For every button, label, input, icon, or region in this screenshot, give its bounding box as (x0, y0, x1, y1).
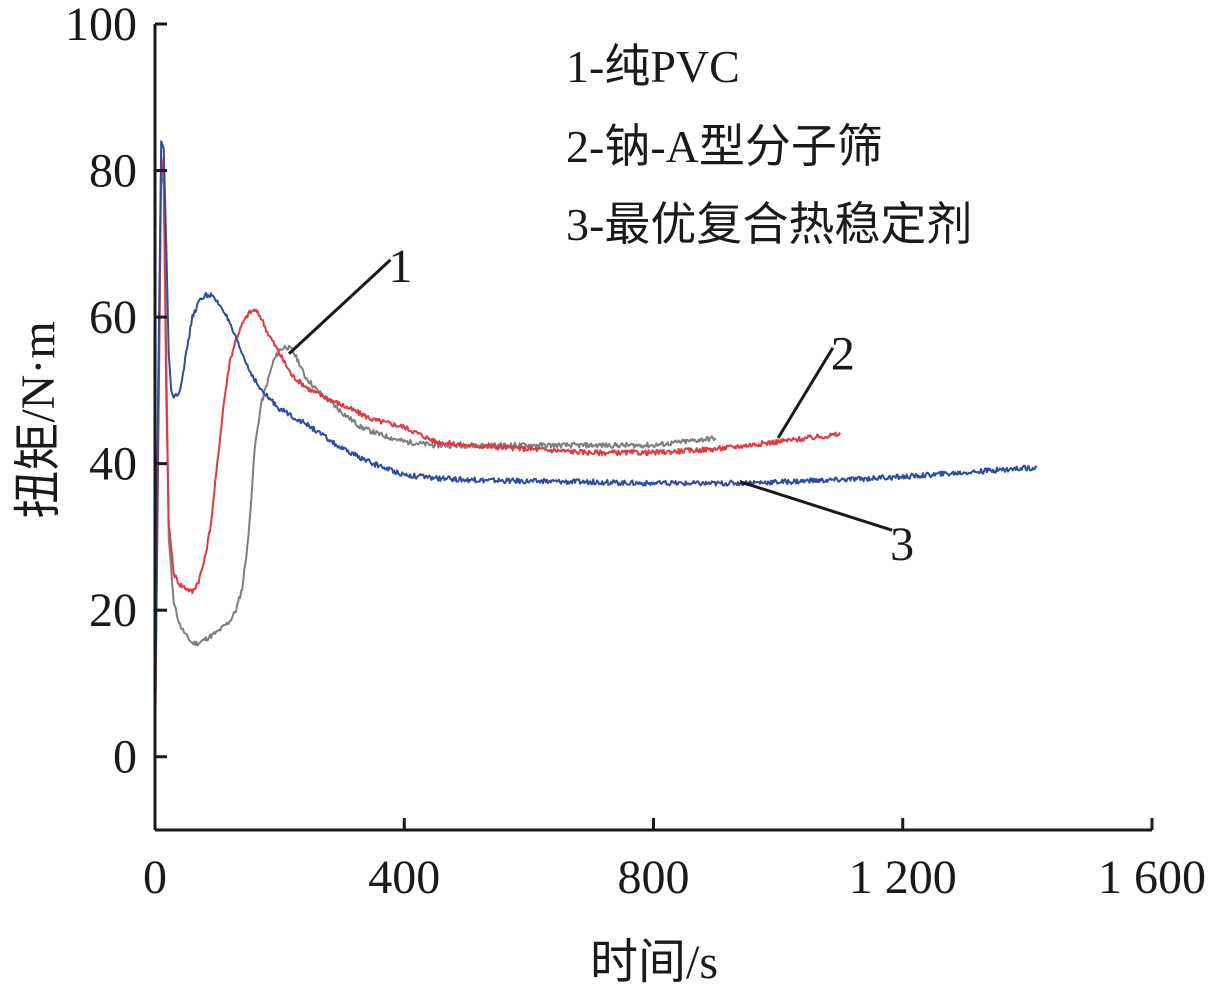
y-tick-label: 0 (113, 731, 137, 784)
annotation-layer: 1 2 3 (287, 240, 914, 571)
series-line-3 (154, 140, 1038, 757)
series-layer (154, 140, 1038, 757)
legend-entry-1: 1-纯PVC (566, 41, 740, 92)
series-line-1 (154, 169, 717, 757)
y-tick-label: 80 (89, 145, 137, 198)
x-tick-label: 800 (618, 851, 690, 904)
y-tick-label: 60 (89, 291, 137, 344)
x-axis-title: 时间/s (590, 936, 718, 988)
annotation-label-1: 1 (388, 240, 412, 293)
annotation-leader-2 (776, 346, 835, 439)
annotation-leader-1 (287, 258, 392, 355)
y-tick-label: 20 (89, 584, 137, 637)
series-line-2 (154, 154, 842, 757)
y-tick-label: 40 (89, 438, 137, 491)
annotation-label-2: 2 (831, 328, 855, 381)
legend: 1-纯PVC 2-钠-A型分子筛 3-最优复合热稳定剂 (566, 41, 972, 250)
x-tick-label: 1 200 (849, 851, 957, 904)
annotation-leader-3 (740, 480, 893, 532)
y-tick-label: 100 (65, 0, 137, 51)
y-axis-title: 扭矩/N·m (12, 321, 65, 518)
legend-entry-2: 2-钠-A型分子筛 (566, 121, 883, 172)
x-tick-label: 400 (368, 851, 440, 904)
ticks-layer: 0 20 40 60 80 100 0 400 800 1 200 1 600 (65, 0, 1206, 904)
x-tick-label: 1 600 (1098, 851, 1206, 904)
annotation-label-3: 3 (890, 518, 914, 571)
legend-entry-3: 3-最优复合热稳定剂 (566, 199, 972, 250)
x-tick-label: 0 (143, 851, 167, 904)
